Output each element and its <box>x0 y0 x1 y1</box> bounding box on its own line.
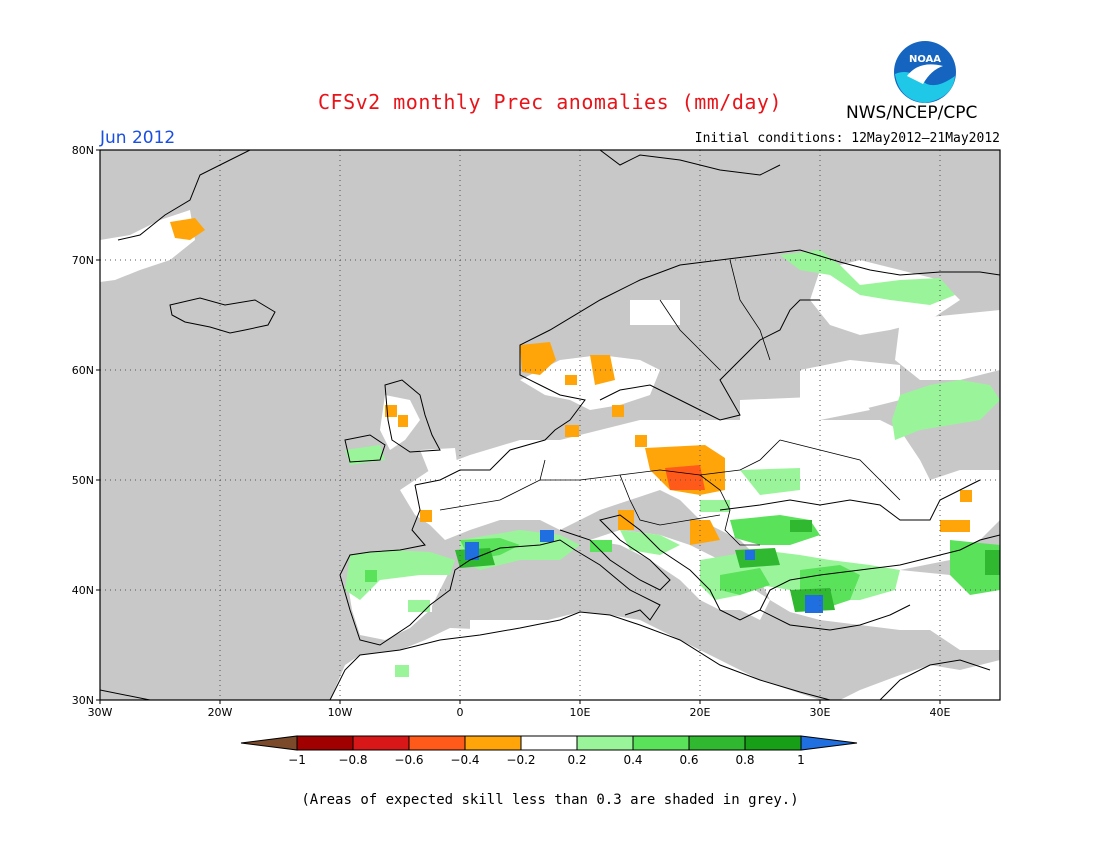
month-label: Jun 2012 <box>100 128 176 148</box>
lon-label: 30E <box>810 706 831 719</box>
lon-label: 10E <box>570 706 591 719</box>
wet-anomaly-regions <box>345 250 1000 677</box>
lon-ticks <box>99 700 941 704</box>
lon-label: 30W <box>88 706 113 719</box>
coastlines <box>100 150 1000 700</box>
lon-label: 40E <box>930 706 951 719</box>
lon-label: 0 <box>457 706 464 719</box>
initial-conditions-label: Initial conditions: 12May2012–21May2012 <box>694 131 1000 146</box>
svg-text:NOAA: NOAA <box>909 54 941 65</box>
map-title: CFSv2 monthly Prec anomalies (mm/day) <box>317 90 783 114</box>
map-frame <box>99 149 1001 701</box>
map-field <box>100 150 1000 700</box>
lon-labels: 30W 20W 10W 0 10E 20E 30E 40E <box>88 706 951 719</box>
country-borders <box>439 259 901 546</box>
lat-label: 80N <box>72 144 94 157</box>
lon-label: 20E <box>690 706 711 719</box>
dry-anomaly-regions <box>170 218 972 545</box>
agency-label: NWS/NCEP/CPC <box>846 103 978 123</box>
lat-label: 70N <box>72 254 94 267</box>
lat-ticks <box>96 149 100 701</box>
lat-labels: 80N 70N 60N 50N 40N 30N <box>72 144 94 707</box>
skill-footnote: (Areas of expected skill less than 0.3 a… <box>301 792 799 808</box>
map-gridlines <box>100 150 1000 700</box>
lat-label: 30N <box>72 694 94 707</box>
lat-label: 60N <box>72 364 94 377</box>
lat-label: 40N <box>72 584 94 597</box>
noaa-logo: NOAA <box>893 40 957 104</box>
lon-label: 10W <box>328 706 353 719</box>
lon-label: 20W <box>208 706 233 719</box>
lat-label: 50N <box>72 474 94 487</box>
